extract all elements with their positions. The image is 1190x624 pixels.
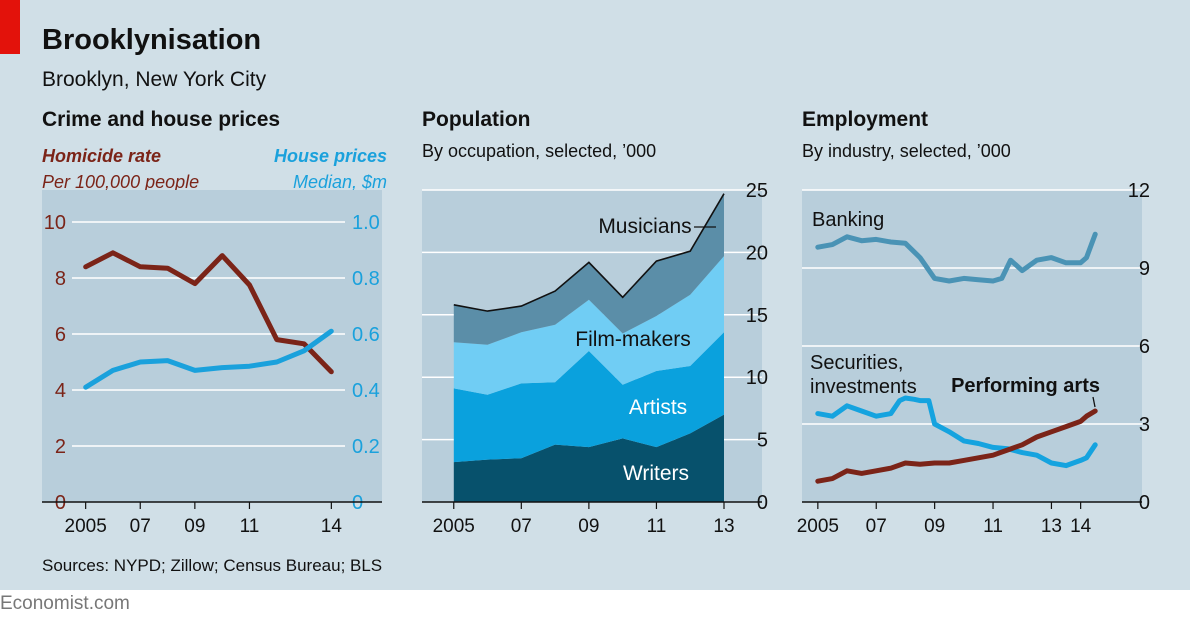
y-tick-label-right: 0	[352, 492, 363, 514]
area-musicians	[453, 193, 724, 345]
series-line-performing-arts	[815, 408, 1098, 484]
y-tick-label-right: 0.4	[352, 380, 380, 402]
x-tick-label: 09	[184, 516, 205, 537]
y-tick-label: 6	[1139, 336, 1150, 358]
area-total-outline	[453, 193, 725, 312]
area-artists	[453, 332, 724, 463]
series-label-banking: Banking	[812, 209, 884, 231]
x-tick-label: 09	[578, 516, 599, 537]
x-tick-label: 07	[866, 516, 887, 537]
series-line-homicide-rate	[83, 250, 334, 375]
series-line-securities-investments	[815, 395, 1098, 469]
x-tick-label: 07	[130, 516, 151, 537]
y-tick-label-left: 6	[55, 324, 66, 346]
y-tick-label-left: 0	[55, 492, 66, 514]
series-label-performing-arts: Performing arts	[951, 375, 1100, 397]
y-tick-label: 3	[1139, 414, 1150, 436]
y-tick-label: 15	[746, 305, 768, 327]
performing-arts-leader-line	[1092, 396, 1096, 408]
panel-title-employment: Employment	[802, 108, 929, 131]
y-tick-label-right: 0.8	[352, 268, 380, 290]
y-tick-label: 10	[746, 367, 768, 389]
y-tick-label-left: 10	[44, 212, 66, 234]
area-label-film-makers: Film-makers	[575, 328, 691, 351]
legend-homicide-unit: Per 100,000 people	[42, 172, 200, 192]
y-tick-label: 12	[1128, 180, 1150, 202]
y-tick-label-right: 1.0	[352, 212, 380, 234]
y-tick-label: 5	[757, 430, 768, 452]
chart-subtitle: Brooklyn, New York City	[42, 68, 267, 91]
panel-subtitle-employment: By industry, selected, ’000	[802, 141, 1011, 161]
panel-title-population: Population	[422, 108, 531, 131]
area-label-writers: Writers	[623, 462, 689, 485]
y-tick-label-right: 0.2	[352, 436, 380, 458]
area-film-makers	[453, 256, 724, 395]
y-tick-label-right: 0.6	[352, 324, 380, 346]
chart-title: Brooklynisation	[42, 24, 262, 56]
y-tick-label: 25	[746, 180, 768, 202]
y-tick-label: 20	[746, 242, 768, 264]
x-tick-label: 14	[1070, 516, 1092, 537]
legend-house-prices: House prices	[273, 146, 387, 166]
y-tick-label-left: 2	[55, 436, 66, 458]
panel-title-crime: Crime and house prices	[42, 108, 281, 131]
y-tick-label: 0	[1139, 492, 1150, 514]
series-line-banking	[815, 231, 1098, 284]
x-tick-label: 11	[240, 516, 260, 537]
series-label-securities-line1: Securities,	[810, 352, 903, 374]
x-tick-label: 13	[1041, 516, 1062, 537]
legend-homicide-rate: Homicide rate	[42, 146, 162, 166]
sources-note: Sources: NYPD; Zillow; Census Bureau; BL…	[42, 556, 383, 575]
x-tick-label: 11	[983, 516, 1003, 537]
x-tick-label: 13	[713, 516, 734, 537]
x-tick-label: 09	[924, 516, 945, 537]
legend-house-unit: Median, $m	[292, 172, 387, 192]
y-tick-label: 0	[757, 492, 768, 514]
y-tick-label-left: 8	[55, 268, 66, 290]
panel-subtitle-population: By occupation, selected, ’000	[422, 141, 657, 161]
footer-credit: Economist.com	[0, 593, 130, 614]
area-label-musicians: Musicians	[598, 215, 691, 238]
x-tick-label: 2005	[797, 516, 839, 537]
brand-accent-bar	[0, 0, 20, 54]
x-tick-label: 11	[647, 516, 667, 537]
x-tick-label: 07	[511, 516, 532, 537]
x-tick-label: 2005	[433, 516, 475, 537]
plot-area-crime	[42, 190, 382, 502]
area-label-artists: Artists	[629, 396, 687, 419]
footer-band	[0, 590, 1190, 624]
series-line-house-prices	[83, 328, 334, 390]
area-writers	[453, 414, 724, 502]
x-tick-label: 2005	[65, 516, 107, 537]
x-tick-label: 14	[321, 516, 343, 537]
y-tick-label: 9	[1139, 258, 1150, 280]
series-label-securities-line2: investments	[810, 376, 917, 398]
y-tick-label-left: 4	[55, 380, 66, 402]
